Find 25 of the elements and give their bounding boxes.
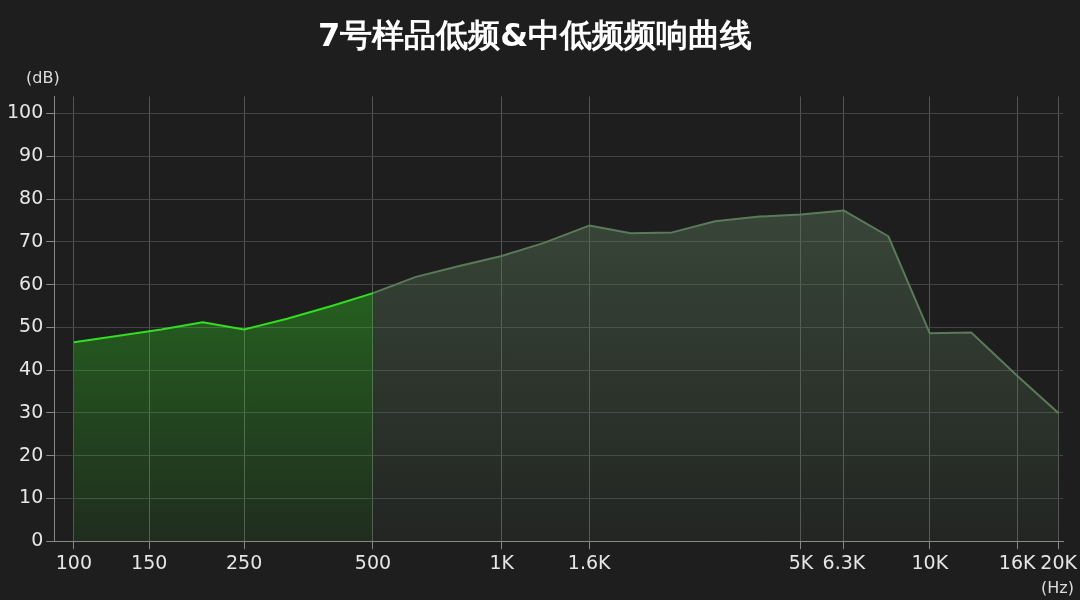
chart-title: 7号样品低频&中低频频响曲线 — [317, 15, 753, 54]
x-axis-title: (Hz) — [1041, 578, 1074, 598]
y-tick-label: 0 — [31, 528, 44, 551]
x-tick-label: 16K — [998, 550, 1036, 573]
x-tick-label: 10K — [911, 550, 949, 573]
y-tick-label: 20 — [19, 442, 44, 465]
x-tick-label: 20K — [1040, 550, 1078, 573]
y-tick-label: 50 — [19, 314, 44, 337]
x-tick-label: 1.6K — [567, 550, 612, 573]
y-tick-label: 70 — [19, 228, 44, 251]
y-tick-label: 40 — [19, 357, 44, 380]
x-tick-label: 150 — [131, 550, 168, 573]
y-axis-title: (dB) — [26, 67, 60, 87]
y-tick-label: 30 — [19, 399, 44, 422]
x-tick-label: 500 — [354, 550, 392, 573]
y-tick-label: 80 — [19, 185, 44, 208]
x-tick-label: 250 — [226, 550, 263, 573]
y-tick-label: 10 — [19, 485, 44, 508]
x-tick-label: 5K — [788, 550, 814, 573]
y-tick-label: 60 — [19, 271, 44, 294]
y-tick-label: 100 — [7, 100, 44, 123]
x-tick-label: 100 — [55, 550, 92, 573]
y-tick-label: 90 — [19, 143, 44, 166]
x-tick-label: 1K — [489, 550, 515, 573]
x-tick-label: 6.3K — [822, 550, 866, 573]
